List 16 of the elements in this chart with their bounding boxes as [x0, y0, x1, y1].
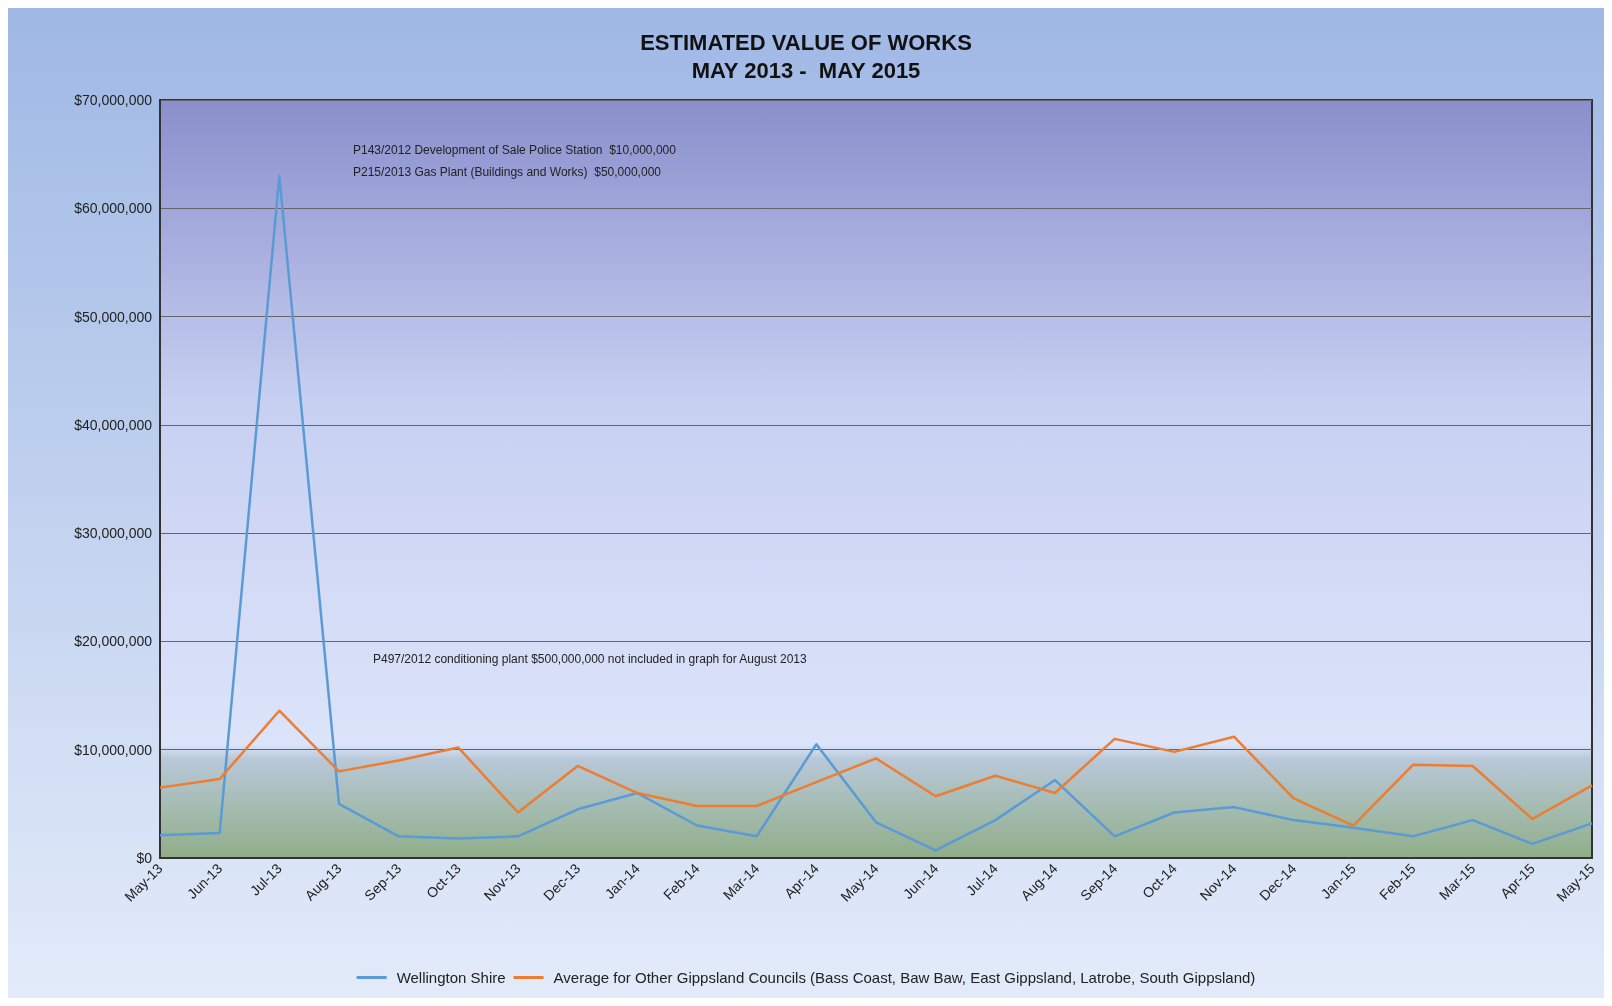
legend-label: Wellington Shire: [396, 969, 506, 986]
legend-label: Average for Other Gippsland Councils (Bass Coast, Baw Baw, East Gippsland, Latrobe, South Gippsland): [553, 969, 1256, 986]
annotation: P143/2012 Development of Sale Police Station $10,000,000: [353, 143, 677, 157]
y-tick-label: $50,000,000: [74, 308, 153, 325]
y-tick-label: $0: [136, 850, 153, 866]
y-tick-label: $70,000,000: [74, 92, 153, 108]
line-series: [158, 709, 1594, 827]
chart-title: ESTIMATED VALUE OF WORKS: [640, 29, 972, 55]
annotation: P215/2013 Gas Plant (Buildings and Works) $50,000,000: [353, 165, 662, 179]
y-tick-label: $60,000,000: [74, 200, 153, 217]
y-tick-label: $30,000,000: [74, 525, 153, 542]
chart-subtitle: MAY 2013 - MAY 2015: [691, 57, 921, 83]
y-tick-label: $20,000,000: [74, 633, 153, 650]
y-tick-label: $40,000,000: [74, 416, 153, 433]
y-tick-label: $10,000,000: [74, 741, 153, 758]
annotation: P497/2012 conditioning plant $500,000,000 not included in graph for August 2013: [373, 652, 808, 666]
